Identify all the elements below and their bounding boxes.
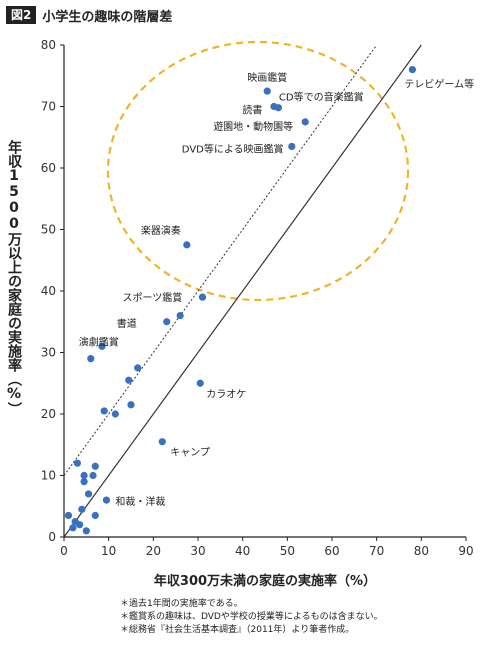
x-tick-label: 30 xyxy=(190,544,205,558)
point-label: カラオケ xyxy=(206,388,246,400)
x-tick-label: 50 xyxy=(280,544,295,558)
x-tick-label: 10 xyxy=(101,544,116,558)
y-tick-label: 50 xyxy=(41,223,56,237)
data-point xyxy=(64,511,73,520)
y-tick-label: 0 xyxy=(48,530,56,544)
footnote-3: ＊総務省『社会生活基本調査』（2011年）より筆者作成。 xyxy=(120,625,355,635)
data-point xyxy=(158,438,166,446)
data-point xyxy=(176,312,184,320)
x-tick-label: 40 xyxy=(235,544,250,558)
point-label: DVD等による映画鑑賞 xyxy=(182,142,284,155)
point-label: 楽器演奏 xyxy=(141,224,181,237)
data-point xyxy=(288,142,296,151)
reference-line-equal xyxy=(63,44,422,538)
data-point xyxy=(125,376,133,384)
footnotes: ＊過去1年間の実施率である。 ＊鑑賞系の趣味は、DVDや学校の授業等によるものは… xyxy=(120,598,383,637)
data-point xyxy=(134,364,142,372)
data-point xyxy=(111,410,119,418)
point-label: 演劇鑑賞 xyxy=(79,336,119,349)
data-point xyxy=(89,471,97,480)
point-label: キャンプ xyxy=(170,447,210,459)
data-point xyxy=(78,505,86,513)
data-point xyxy=(102,496,111,504)
data-point xyxy=(84,490,93,498)
x-tick-label: 90 xyxy=(458,544,473,558)
data-point xyxy=(183,241,191,249)
data-point xyxy=(91,511,99,520)
point-label: テレビゲーム等 xyxy=(404,78,474,91)
y-tick-label: 10 xyxy=(41,469,56,483)
point-label: 和裁・洋裁 xyxy=(115,495,165,508)
point-label: 読書 xyxy=(242,104,262,117)
data-point xyxy=(301,118,309,126)
data-point xyxy=(98,342,106,350)
point-label: スポーツ鑑賞 xyxy=(122,291,182,304)
highlight-ellipse xyxy=(106,40,410,302)
data-point xyxy=(274,104,282,112)
footnote-2: ＊鑑賞系の趣味は、DVDや学校の授業等によるものは含まない。 xyxy=(120,612,383,622)
y-tick-label: 30 xyxy=(41,346,56,360)
x-tick-label: 0 xyxy=(60,544,68,558)
x-tick-label: 70 xyxy=(369,544,384,558)
axes xyxy=(60,44,467,541)
y-tick-label: 20 xyxy=(41,407,56,421)
data-point xyxy=(100,407,108,415)
highlight-ellipse-layer xyxy=(106,40,410,302)
figure-tag: 図2 xyxy=(6,6,37,24)
point-label: CD等での音楽鑑賞 xyxy=(279,91,364,104)
x-axis-label: 年収300万未満の家庭の実施率（%） xyxy=(154,573,376,589)
y-tick-label: 80 xyxy=(41,38,56,52)
data-point xyxy=(263,87,271,95)
data-point xyxy=(198,293,207,301)
data-point xyxy=(87,355,95,363)
data-point xyxy=(91,462,99,470)
data-point xyxy=(127,401,135,409)
x-tick-label: 20 xyxy=(146,544,161,558)
point-label: 映画鑑賞 xyxy=(247,71,287,84)
reference-line-offset xyxy=(63,44,378,476)
data-point xyxy=(76,521,84,529)
data-point xyxy=(163,318,171,326)
data-point xyxy=(69,524,77,532)
figure-header: 図2 小学生の趣味の階層差 xyxy=(6,6,173,25)
data-point xyxy=(408,66,416,74)
data-point xyxy=(196,379,204,387)
data-point xyxy=(82,527,90,535)
data-point xyxy=(80,478,88,486)
y-tick-label: 70 xyxy=(41,100,56,114)
x-tick-label: 80 xyxy=(414,544,429,558)
figure-title: 小学生の趣味の階層差 xyxy=(42,9,173,25)
data-point xyxy=(73,459,81,467)
point-label: 書道 xyxy=(117,317,137,330)
tick-labels: 0 10 20 30 40 50 60 70 80 90 0 10 20 30 40 50 60 70 80 xyxy=(41,38,474,558)
reference-lines xyxy=(63,44,422,538)
x-tick-label: 60 xyxy=(324,544,339,558)
y-axis-label: 年収1500万以上の家庭の実施率（%） xyxy=(6,140,22,416)
data-points xyxy=(64,66,416,535)
footnote-1: ＊過去1年間の実施率である。 xyxy=(120,599,243,609)
y-tick-label: 60 xyxy=(41,161,56,175)
data-point xyxy=(80,471,88,480)
y-tick-label: 40 xyxy=(41,284,56,298)
point-label: 遊園地・動物園等 xyxy=(213,120,293,133)
